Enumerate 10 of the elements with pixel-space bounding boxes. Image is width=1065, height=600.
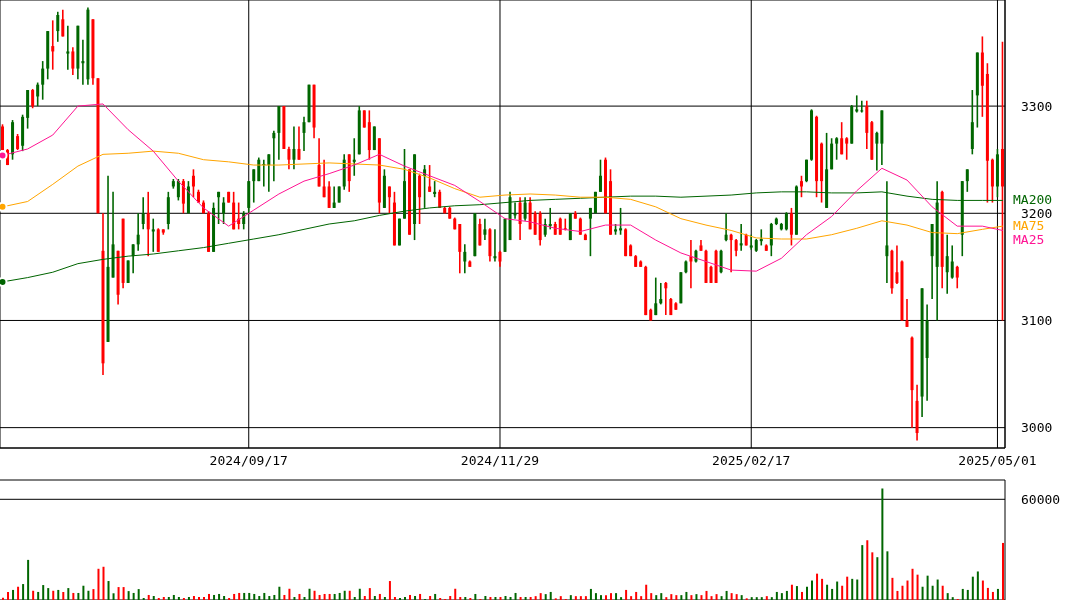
y-tick-label: 3000 (1021, 420, 1053, 436)
series-label: MA25 (1013, 232, 1045, 249)
x-tick-label: 2024/11/29 (460, 453, 540, 469)
x-tick-label: 2025/05/01 (958, 453, 1037, 469)
x-tick-label: 2025/02/17 (712, 453, 791, 469)
x-tick-label: 2024/09/17 (209, 453, 288, 469)
y-tick-label: 3100 (1021, 313, 1053, 329)
y-tick-label: 60000 (1021, 491, 1061, 507)
y-tick-label: 3300 (1021, 98, 1053, 114)
series-label: MA75 (1013, 218, 1045, 235)
